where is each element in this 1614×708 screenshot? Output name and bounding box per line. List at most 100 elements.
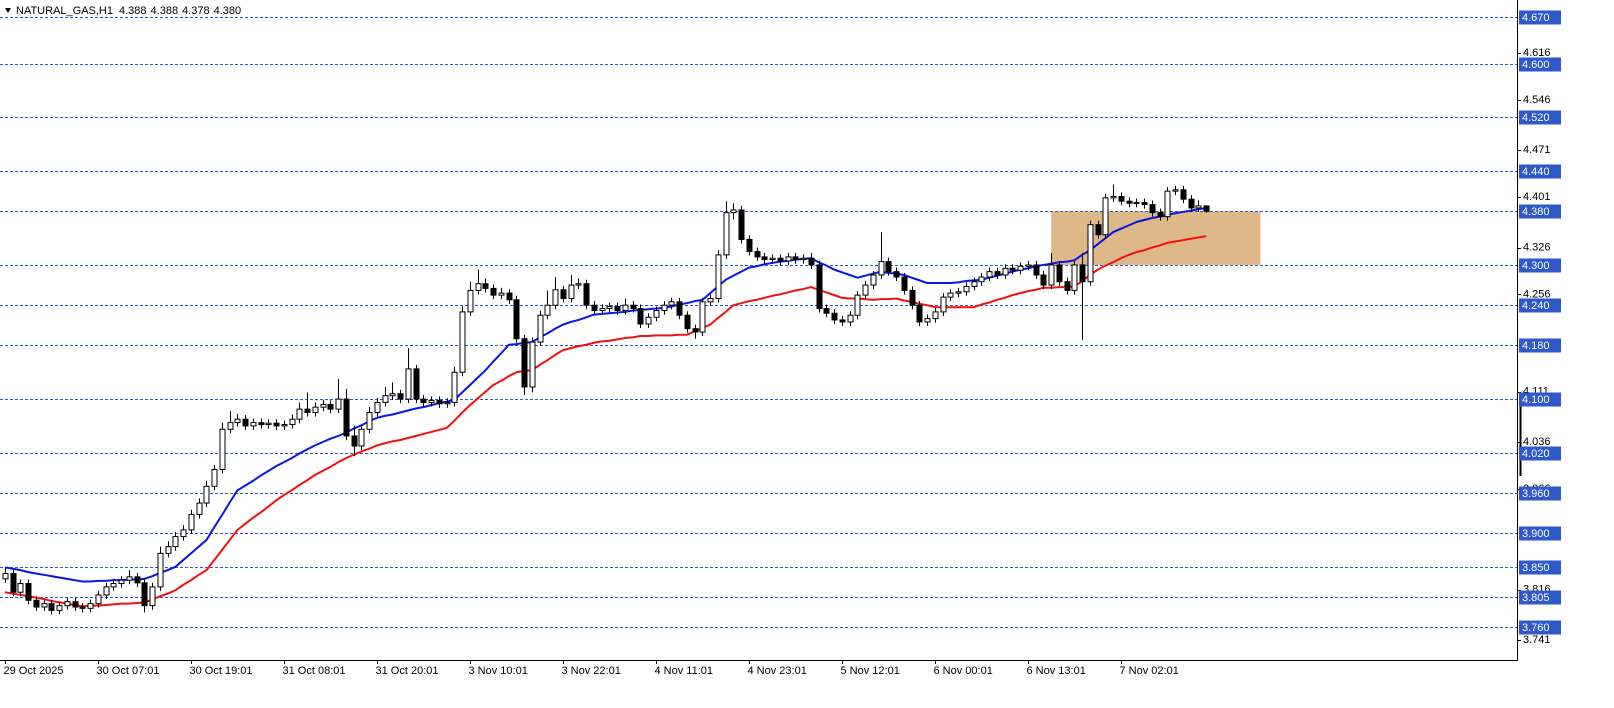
- candle-body: [48, 603, 55, 611]
- candle-body: [1048, 264, 1055, 286]
- candle-body: [211, 469, 218, 487]
- candle-body: [157, 552, 164, 588]
- x-tick-label: 31 Oct 20:01: [376, 665, 439, 677]
- y-tick-label: 4.401: [1523, 191, 1551, 203]
- candle-body: [1203, 205, 1210, 212]
- candle-body: [529, 341, 536, 388]
- candle-body: [847, 314, 854, 323]
- candle-body: [428, 399, 435, 403]
- candle-body: [273, 422, 280, 427]
- candle-body: [560, 289, 567, 299]
- level-label: 4.240: [1522, 300, 1550, 312]
- candle-body: [343, 398, 350, 437]
- candle-body: [622, 304, 629, 312]
- candle-body: [800, 257, 807, 261]
- candle-body: [366, 412, 373, 430]
- candle-body: [72, 601, 79, 608]
- candle-body: [707, 297, 714, 303]
- candle-body: [808, 257, 815, 266]
- candle-body: [1157, 212, 1164, 218]
- candle-body: [769, 257, 776, 261]
- candle-body: [312, 406, 319, 414]
- level-label: 4.300: [1522, 260, 1550, 272]
- candle-body: [10, 572, 17, 593]
- x-tick-label: 6 Nov 00:01: [934, 665, 993, 677]
- candle-body: [862, 284, 869, 296]
- candle-body: [126, 576, 133, 581]
- candle-body: [227, 422, 234, 430]
- candle-body: [583, 283, 590, 306]
- candle-body: [1188, 198, 1195, 209]
- candle-body: [87, 603, 94, 609]
- y-tick-label: 3.741: [1523, 634, 1551, 646]
- candle-layer: [2, 184, 1210, 615]
- candle-body: [676, 301, 683, 316]
- level-label: 4.380: [1522, 206, 1550, 218]
- header-close: 4.380: [214, 5, 242, 17]
- candle-body: [924, 318, 931, 323]
- candle-body: [831, 312, 838, 321]
- candle-body: [715, 254, 722, 299]
- candle-body: [41, 603, 48, 608]
- candle-body: [1118, 196, 1125, 202]
- candle-body: [358, 428, 365, 447]
- candle-body: [552, 289, 559, 306]
- candle-body: [134, 576, 141, 584]
- level-label: 4.520: [1522, 112, 1550, 124]
- candle-body: [839, 319, 846, 323]
- candle-body: [141, 582, 148, 607]
- candle-body: [1017, 265, 1024, 271]
- candle-body: [723, 212, 730, 256]
- candle-body: [1009, 267, 1016, 271]
- candle-body: [653, 310, 660, 318]
- level-label-box: [1519, 446, 1561, 461]
- x-tick-label: 30 Oct 07:01: [97, 665, 160, 677]
- level-label-box: [1519, 57, 1561, 72]
- candle-body: [467, 289, 474, 313]
- candle-body: [1110, 196, 1117, 199]
- candle-body: [436, 399, 443, 405]
- candle-body: [692, 328, 699, 333]
- level-label-box: [1519, 560, 1561, 575]
- candle-body: [599, 308, 606, 312]
- candle-body: [475, 283, 482, 291]
- x-tick-label: 3 Nov 10:01: [469, 665, 528, 677]
- candle-body: [351, 435, 358, 447]
- candle-body: [575, 283, 582, 286]
- candle-body: [606, 306, 613, 310]
- candle-body: [916, 304, 923, 323]
- level-label-box: [1519, 110, 1561, 125]
- candle-body: [971, 281, 978, 287]
- level-label-box: [1519, 526, 1561, 541]
- candle-body: [149, 586, 156, 607]
- candle-body: [420, 398, 427, 403]
- candle-body: [940, 296, 947, 313]
- candle-body: [1095, 224, 1102, 236]
- candle-body: [258, 422, 265, 426]
- candle-body: [389, 393, 396, 397]
- candle-body: [33, 599, 40, 608]
- level-label: 3.850: [1522, 562, 1550, 574]
- candle-body: [203, 485, 210, 504]
- level-label-box: [1519, 10, 1561, 25]
- candle-body: [901, 276, 908, 291]
- candle-body: [1149, 204, 1156, 214]
- candle-body: [219, 428, 226, 471]
- candle-body: [413, 368, 420, 400]
- candle-body: [320, 403, 327, 408]
- candle-body: [304, 408, 311, 413]
- header-low: 4.378: [182, 5, 210, 17]
- candle-body: [281, 424, 288, 427]
- level-label-box: [1519, 204, 1561, 219]
- candle-body: [405, 368, 412, 400]
- candle-body: [1180, 189, 1187, 200]
- candle-body: [296, 408, 303, 420]
- candle-body: [2, 572, 9, 580]
- candle-body: [25, 583, 32, 601]
- candle-body: [289, 418, 296, 426]
- candle-body: [699, 301, 706, 333]
- level-label-box: [1519, 392, 1561, 407]
- chart-header: NATURAL_GAS,H1 4.388 4.388 4.378 4.380: [16, 5, 241, 17]
